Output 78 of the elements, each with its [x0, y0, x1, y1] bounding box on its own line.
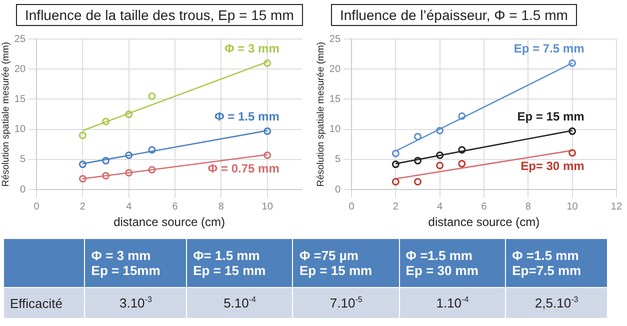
point	[392, 178, 400, 186]
point	[436, 126, 444, 134]
text: 7.10$^{-5}$	[330, 295, 362, 311]
category-label: Φ =1.5 mm Ep=7.5 mm	[506, 239, 607, 287]
point	[264, 127, 272, 135]
category-label: Efficacité	[10, 296, 63, 310]
series-label: Φ = 3 mm	[224, 41, 280, 56]
point	[102, 172, 110, 180]
point	[264, 152, 272, 160]
point	[125, 168, 133, 176]
series-label: Φ = 1.5 mm	[214, 109, 280, 124]
series-label: Ep = 7.5 mm	[514, 41, 584, 56]
y-tick-label: 0	[20, 184, 26, 196]
y-tick-label: 25	[329, 34, 341, 45]
x-tick-label: 12	[610, 201, 622, 212]
y-tick-label: 10	[329, 124, 341, 136]
y-tick-label: 20	[14, 64, 26, 75]
series-label: Ep = 15 mm	[517, 109, 584, 124]
point	[264, 59, 272, 67]
x-tick-label: 6	[481, 201, 488, 212]
text: 5.10$^{-4}$	[224, 295, 256, 311]
text: 1.10$^{-4}$	[436, 295, 469, 311]
y-tick-label: 20	[329, 64, 341, 75]
y-tick-label: 25	[14, 34, 26, 45]
chart-title: Influence de l’épaisseur, Φ = 1.5 mm	[331, 4, 577, 26]
x-axis-title: distance source (cm)	[428, 215, 540, 230]
x-tick-label: 10	[262, 201, 274, 212]
point	[102, 156, 110, 164]
y-axis-title: Résolution spatiale mesurée (mm)	[0, 42, 12, 187]
point	[148, 92, 156, 100]
x-tick-label: 0	[348, 201, 355, 212]
text: 3.10$^{-3}$	[119, 295, 152, 311]
y-tick-label: 0	[334, 184, 341, 196]
x-tick-label: 2	[80, 201, 86, 212]
y-axis-title: Résolution spatiale mesurée (mm)	[315, 42, 326, 187]
x-tick-label: 2	[392, 201, 399, 212]
series-label: Φ = 0.75 mm	[208, 162, 280, 176]
y-tick-label: 15	[14, 94, 26, 105]
point	[148, 146, 156, 154]
series-label: Ep= 30 mm	[520, 159, 584, 174]
category-label: Φ= 1.5 mm Ep = 15 mm	[187, 239, 292, 287]
point	[78, 132, 86, 140]
point	[414, 178, 422, 186]
point	[102, 118, 110, 126]
category-label: Φ =1.5 mm Ep = 30 mm	[400, 239, 506, 287]
y-tick-label: 15	[329, 94, 341, 105]
x-tick-label: 8	[218, 201, 224, 212]
point	[568, 59, 576, 67]
x-axis-title: distance source (cm)	[114, 215, 225, 230]
text: 2,5.10$^{-3}$	[534, 295, 578, 311]
y-tick-label: 5	[20, 154, 26, 166]
chart-title: Influence de la taille des trous, Ep = 15 mm	[16, 4, 303, 26]
x-tick-label: 10	[566, 201, 578, 212]
category-label: Φ = 3 mm Ep = 15mm	[85, 239, 186, 287]
point	[125, 152, 133, 160]
point	[78, 175, 86, 183]
point	[78, 160, 86, 168]
x-tick-label: 4	[437, 201, 444, 212]
point	[436, 152, 444, 160]
point	[568, 149, 576, 157]
x-tick-label: 4	[126, 201, 132, 212]
point	[392, 160, 400, 168]
x-tick-label: 0	[34, 201, 40, 212]
category-label: Φ =75 µm Ep = 15 mm	[293, 239, 399, 287]
x-tick-label: 8	[525, 201, 532, 212]
point	[414, 132, 422, 140]
y-tick-label: 10	[14, 124, 26, 136]
y-tick-label: 5	[334, 154, 341, 166]
point	[458, 112, 466, 120]
point	[458, 160, 466, 168]
point	[414, 156, 422, 164]
point	[568, 127, 576, 135]
point	[125, 110, 133, 118]
point	[458, 146, 466, 154]
point	[392, 150, 400, 158]
x-tick-label: 6	[172, 201, 178, 212]
point	[148, 166, 156, 174]
point	[436, 162, 444, 170]
